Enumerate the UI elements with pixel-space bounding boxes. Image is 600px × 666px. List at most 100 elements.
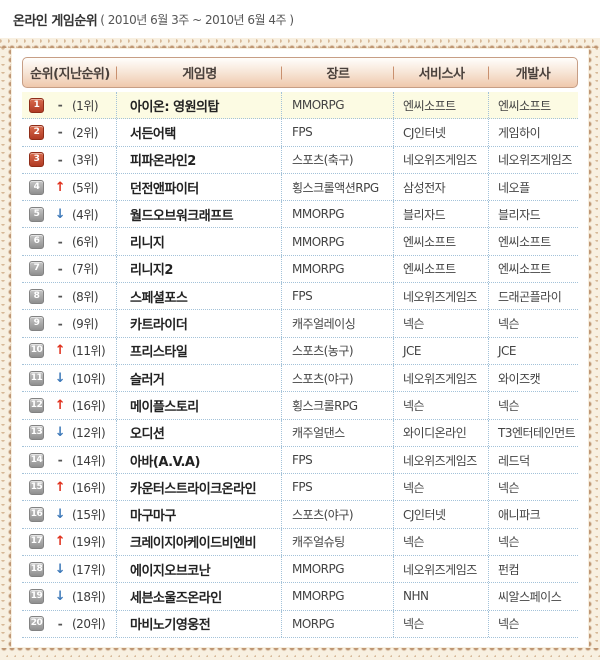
frame-ornament-left <box>0 48 11 648</box>
ranking-table: 순위(지난순위) 게임명 장르 서비스사 개발사 1 - (1위) 아이온: 영… <box>12 49 588 647</box>
genre-cell: FPS <box>281 119 393 146</box>
table-row: 8 - (8위) 스페셜포스 FPS 네오위즈게임즈 드래곤플라이 <box>22 283 578 311</box>
rank-change-icon: ↓ <box>54 425 66 441</box>
game-name-cell: 슬러거 <box>116 364 281 392</box>
game-name-cell: 오디션 <box>116 419 281 446</box>
rank-badge: 17 <box>29 534 44 550</box>
developer-cell: 엔씨소프트 <box>488 255 578 283</box>
previous-rank: (18위) <box>72 589 106 604</box>
rank-cell: 4 ↑ (5위) <box>22 174 116 200</box>
rank-change-icon: ↓ <box>54 370 66 386</box>
table-row: 20 - (20위) 마비노기영웅전 MORPG 넥슨 넥슨 <box>22 610 578 638</box>
rank-cell: 10 ↑ (11위) <box>22 338 116 364</box>
rank-change-icon: ↓ <box>54 507 66 523</box>
table-row: 3 - (3위) 피파온라인2 스포츠(축구) 네오위즈게임즈 네오위즈게임즈 <box>22 146 578 174</box>
rank-cell: 14 - (14위) <box>22 447 116 473</box>
rank-badge: 10 <box>29 343 44 359</box>
service-cell: 삼성전자 <box>393 173 488 201</box>
game-name-cell: 카트라이더 <box>116 310 281 337</box>
table-header-row: 순위(지난순위) 게임명 장르 서비스사 개발사 <box>22 57 578 88</box>
developer-cell: 블리자드 <box>488 201 578 228</box>
previous-rank: (3위) <box>72 153 99 168</box>
rank-change-icon: - <box>57 316 63 331</box>
genre-cell: 캐주얼레이싱 <box>281 310 393 337</box>
previous-rank: (14위) <box>72 453 106 468</box>
previous-rank: (7위) <box>72 262 99 277</box>
rank-cell: 16 ↓ (15위) <box>22 501 116 527</box>
service-cell: 네오위즈게임즈 <box>393 446 488 474</box>
game-name-cell: 카운터스트라이크온라인 <box>116 474 281 501</box>
developer-cell: 펀컴 <box>488 556 578 583</box>
frame-ornament-bottom <box>0 648 600 660</box>
table-row: 15 ↑ (16위) 카운터스트라이크온라인 FPS 넥슨 넥슨 <box>22 474 578 502</box>
table-row: 7 - (7위) 리니지2 MMORPG 엔씨소프트 엔씨소프트 <box>22 255 578 284</box>
game-name-cell: 에이지오브코난 <box>116 556 281 583</box>
developer-cell: 와이즈캣 <box>488 364 578 392</box>
rank-badge: 19 <box>29 588 44 604</box>
table-row: 9 - (9위) 카트라이더 캐주얼레이싱 넥슨 넥슨 <box>22 310 578 338</box>
table-row: 5 ↓ (4위) 월드오브워크래프트 MMORPG 블리자드 블리자드 <box>22 201 578 229</box>
table-row: 4 ↑ (5위) 던전앤파이터 횡스크롤액션RPG 삼성전자 네오플 <box>22 173 578 202</box>
table-row: 6 - (6위) 리니지 MMORPG 엔씨소프트 엔씨소프트 <box>22 228 578 256</box>
genre-cell: 스포츠(축구) <box>281 146 393 173</box>
rank-change-icon: - <box>57 125 63 140</box>
rank-badge: 14 <box>29 452 44 468</box>
genre-cell: 횡스크롤RPG <box>281 392 393 419</box>
game-name-cell: 마비노기영웅전 <box>116 610 281 637</box>
genre-cell: MMORPG <box>281 556 393 583</box>
table-row: 1 - (1위) 아이온: 영원의탑 MMORPG 엔씨소프트 엔씨소프트 <box>22 92 578 120</box>
table-row: 16 ↓ (15위) 마구마구 스포츠(야구) CJ인터넷 애니파크 <box>22 501 578 529</box>
previous-rank: (16위) <box>72 480 106 495</box>
rank-change-icon: - <box>57 261 63 276</box>
table-row: 13 ↓ (12위) 오디션 캐주얼댄스 와이디온라인 T3엔터테인먼트 <box>22 419 578 447</box>
genre-cell: 캐주얼댄스 <box>281 419 393 446</box>
service-cell: 넥슨 <box>393 528 488 556</box>
previous-rank: (15위) <box>72 508 106 523</box>
genre-cell: MMORPG <box>281 228 393 255</box>
table-body: 1 - (1위) 아이온: 영원의탑 MMORPG 엔씨소프트 엔씨소프트 2 … <box>22 92 578 638</box>
game-name-cell: 메이플스토리 <box>116 392 281 419</box>
table-row: 10 ↑ (11위) 프리스타일 스포츠(농구) JCE JCE <box>22 337 578 365</box>
table-row: 19 ↓ (18위) 세븐소울즈온라인 MMORPG NHN 씨알스페이스 <box>22 583 578 611</box>
previous-rank: (2위) <box>72 125 99 140</box>
service-cell: 넥슨 <box>393 310 488 337</box>
service-cell: 네오위즈게임즈 <box>393 283 488 310</box>
service-cell: NHN <box>393 583 488 610</box>
rank-cell: 18 ↓ (17위) <box>22 556 116 582</box>
rank-badge: 20 <box>29 616 44 632</box>
developer-cell: 엔씨소프트 <box>488 92 578 119</box>
developer-cell: 엔씨소프트 <box>488 228 578 255</box>
service-cell: 네오위즈게임즈 <box>393 364 488 392</box>
rank-cell: 7 - (7위) <box>22 256 116 282</box>
rank-cell: 2 - (2위) <box>22 119 116 145</box>
rank-badge: 15 <box>29 479 44 495</box>
previous-rank: (10위) <box>72 371 106 386</box>
rank-cell: 12 ↑ (16위) <box>22 392 116 418</box>
rank-cell: 20 - (20위) <box>22 611 116 637</box>
ranking-panel: 순위(지난순위) 게임명 장르 서비스사 개발사 1 - (1위) 아이온: 영… <box>0 38 600 660</box>
rank-change-icon: - <box>57 289 63 304</box>
rank-change-icon: - <box>57 98 63 113</box>
developer-cell: 씨알스페이스 <box>488 583 578 610</box>
genre-cell: 캐주얼슈팅 <box>281 528 393 556</box>
game-name-cell: 아바(A.V.A) <box>116 446 281 474</box>
previous-rank: (1위) <box>72 98 99 113</box>
rank-cell: 9 - (9위) <box>22 310 116 336</box>
frame-ornament-right <box>589 48 600 648</box>
service-cell: 넥슨 <box>393 392 488 419</box>
rank-change-icon: - <box>57 234 63 249</box>
game-name-cell: 던전앤파이터 <box>116 173 281 201</box>
service-cell: CJ인터넷 <box>393 501 488 528</box>
genre-cell: 스포츠(야구) <box>281 364 393 392</box>
game-name-cell: 세븐소울즈온라인 <box>116 583 281 610</box>
rank-cell: 6 - (6위) <box>22 228 116 254</box>
developer-cell: 레드덕 <box>488 446 578 474</box>
rank-badge: 11 <box>29 370 44 386</box>
game-name-cell: 서든어택 <box>116 119 281 146</box>
rank-cell: 17 ↑ (19위) <box>22 529 116 555</box>
genre-cell: FPS <box>281 474 393 501</box>
service-cell: CJ인터넷 <box>393 119 488 146</box>
service-cell: 넥슨 <box>393 474 488 501</box>
rank-change-icon: ↓ <box>54 561 66 577</box>
